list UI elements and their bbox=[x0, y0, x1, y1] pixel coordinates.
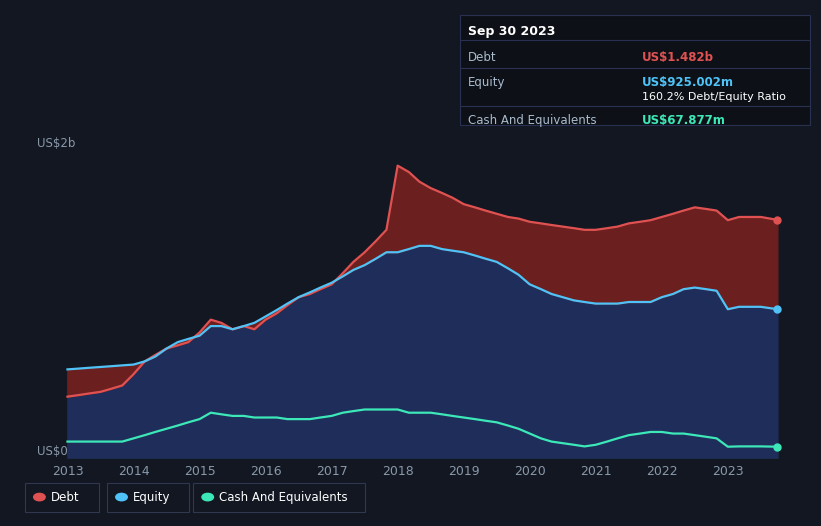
Text: Debt: Debt bbox=[468, 51, 497, 64]
Text: Equity: Equity bbox=[468, 76, 506, 89]
Text: US$1.482b: US$1.482b bbox=[642, 51, 714, 64]
Text: US$67.877m: US$67.877m bbox=[642, 114, 726, 127]
Text: Sep 30 2023: Sep 30 2023 bbox=[468, 25, 556, 38]
Text: Cash And Equivalents: Cash And Equivalents bbox=[468, 114, 597, 127]
Text: Cash And Equivalents: Cash And Equivalents bbox=[219, 491, 348, 503]
Text: US$925.002m: US$925.002m bbox=[642, 76, 734, 89]
Text: 160.2% Debt/Equity Ratio: 160.2% Debt/Equity Ratio bbox=[642, 93, 786, 103]
Text: Equity: Equity bbox=[133, 491, 171, 503]
Text: US$0: US$0 bbox=[37, 444, 68, 458]
Text: US$2b: US$2b bbox=[37, 137, 76, 150]
Text: Debt: Debt bbox=[51, 491, 80, 503]
